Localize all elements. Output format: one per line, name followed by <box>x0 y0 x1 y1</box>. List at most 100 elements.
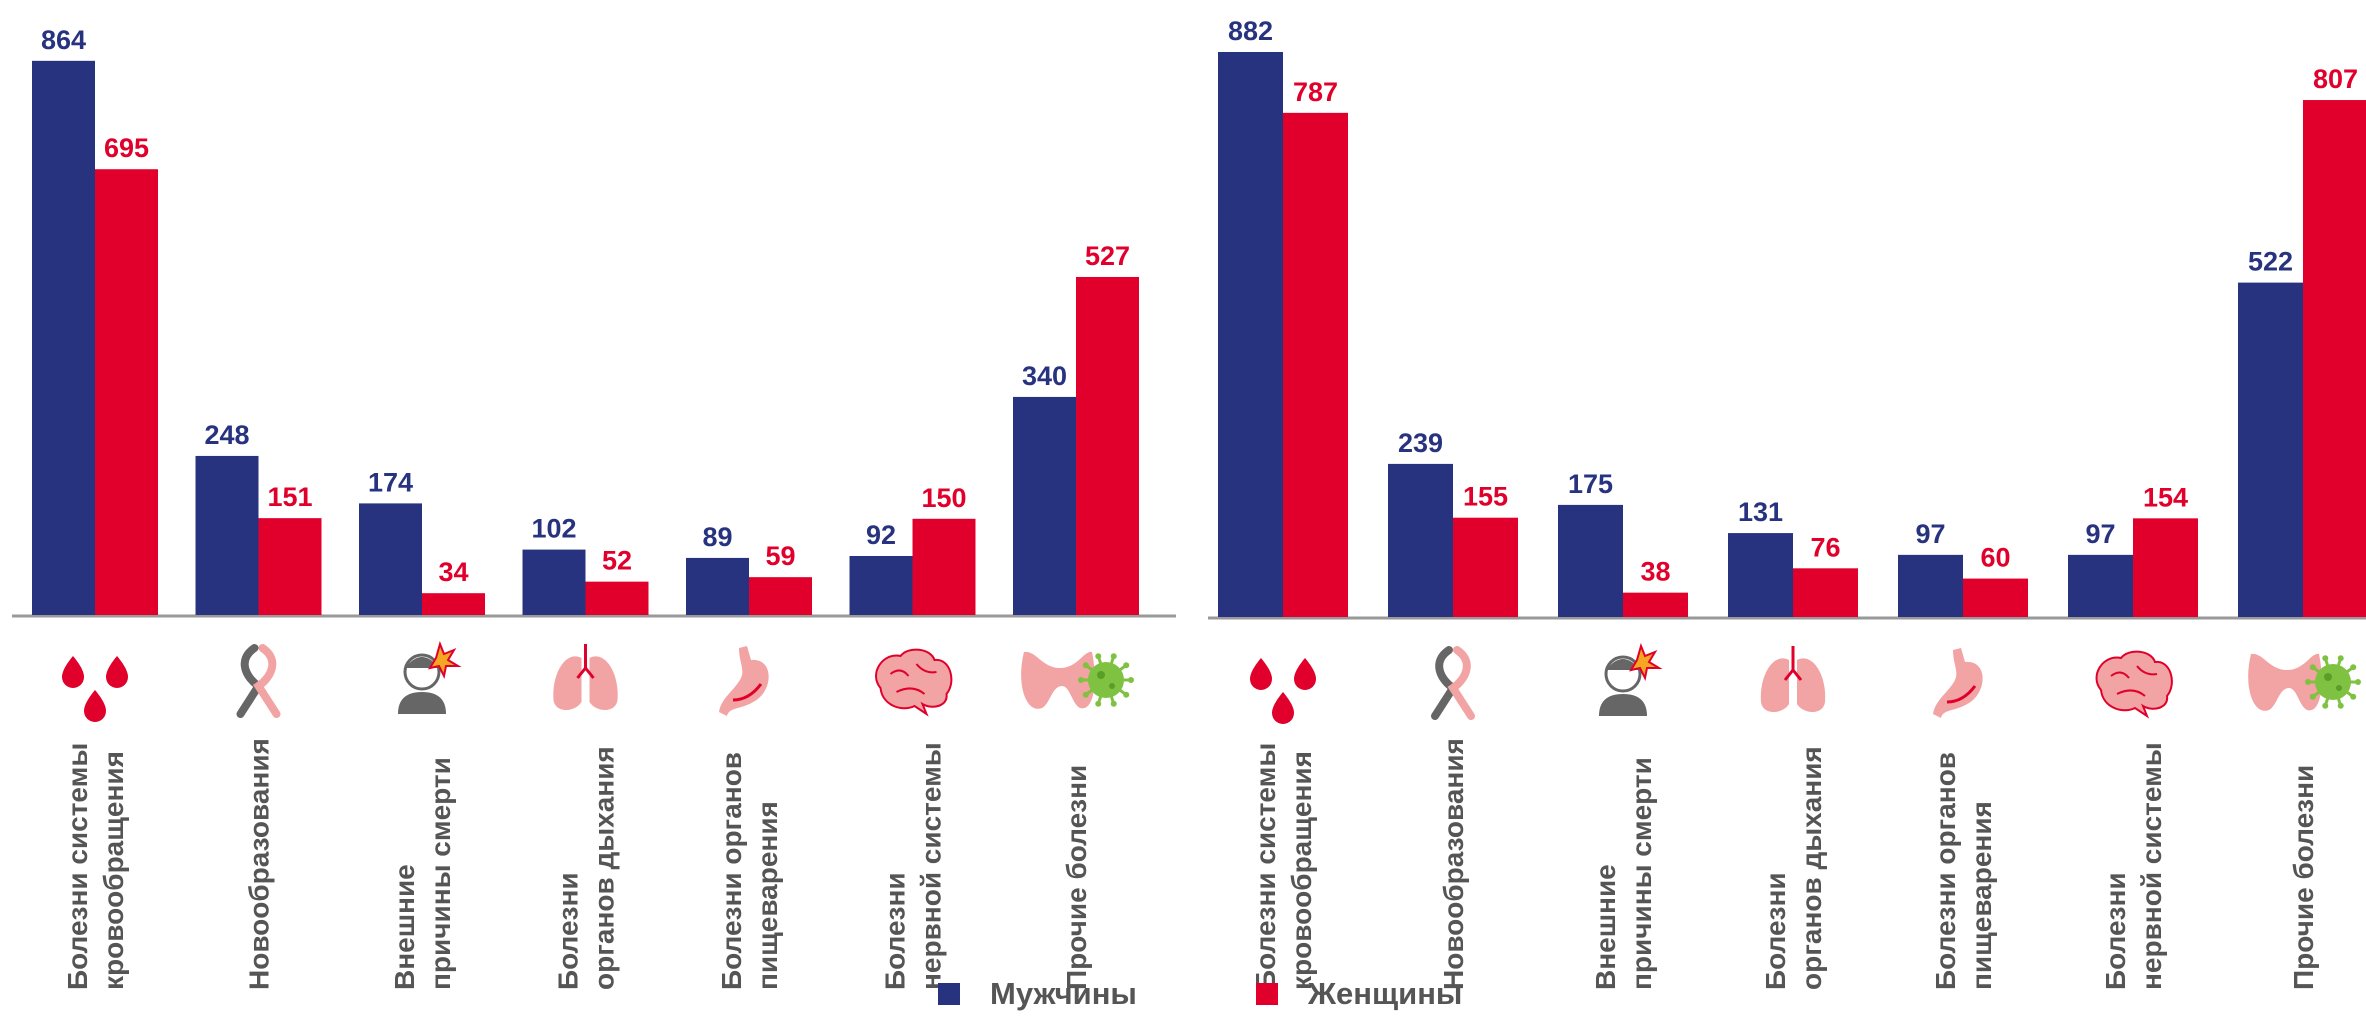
category-label-line: причины смерти <box>1626 757 1657 990</box>
category-label-line: Внешние <box>1590 864 1621 990</box>
person-body <box>1599 694 1647 716</box>
data-label-men: 340 <box>1022 361 1067 391</box>
virus-spike-tip <box>1128 677 1134 683</box>
bar-men <box>2068 554 2133 617</box>
data-label-men: 175 <box>1568 469 1613 499</box>
category-group: 92 150 Болезни нервной системы <box>849 483 976 990</box>
stomach-line <box>732 683 763 702</box>
stomach-line <box>1946 685 1977 704</box>
virus-spike-tip <box>1123 662 1130 669</box>
virus-body <box>2315 664 2351 700</box>
bar-men <box>1218 51 1283 618</box>
bar-men <box>359 503 422 615</box>
category-label-line: Новообразования <box>244 738 275 990</box>
data-label-men: 239 <box>1398 428 1443 458</box>
bar-women <box>258 518 322 615</box>
stomach-shape <box>1933 648 1983 718</box>
category-label: Болезни системы кровообращения <box>1250 743 1317 990</box>
category-label-line: нервной системы <box>2136 742 2167 990</box>
virus-spike-tip <box>2305 679 2311 685</box>
bar-men <box>1728 533 1793 617</box>
blood-drop-shape <box>84 690 106 722</box>
data-label-men: 522 <box>2248 247 2293 277</box>
ribbon-left <box>1431 646 1459 720</box>
bar-women <box>585 581 649 615</box>
category-label-line: Прочие болезни <box>1061 765 1092 990</box>
category-label: Болезни системы кровообращения <box>62 743 129 990</box>
virus-spike-tip <box>2337 702 2344 709</box>
bar-women <box>1076 276 1139 615</box>
lung-left <box>1760 658 1789 712</box>
brain-folds <box>889 663 937 695</box>
virus-spike-tip <box>2322 655 2329 662</box>
bar-men <box>2238 282 2303 617</box>
category-label-line: Болезни <box>1760 872 1791 990</box>
bar-women <box>95 169 158 616</box>
bar-women <box>1283 112 1348 617</box>
data-label-men: 131 <box>1738 497 1783 527</box>
category-label: Болезни нервной системы <box>2100 742 2167 990</box>
category-label: Болезни нервной системы <box>880 742 947 990</box>
brain-folds <box>2110 665 2158 697</box>
thyroid-virus-icon <box>1021 651 1134 709</box>
virus-spot <box>2336 685 2342 691</box>
data-label-men: 97 <box>1915 519 1945 549</box>
category-label-line: Новообразования <box>1438 738 1469 990</box>
virus-spike-tip <box>1082 662 1089 669</box>
stomach-shape <box>719 646 769 716</box>
lung-right <box>1797 658 1826 712</box>
blood-drops-icon <box>62 656 128 722</box>
category-label-line: Болезни <box>2100 872 2131 990</box>
data-label-women: 60 <box>1980 543 2010 573</box>
bar-men <box>849 555 913 615</box>
blood-drop-shape <box>106 656 128 688</box>
bar-women <box>2133 518 2198 617</box>
category-label: Болезни органов дыхания <box>553 746 620 990</box>
virus-spike-tip <box>2350 693 2357 700</box>
data-label-women: 787 <box>1293 77 1338 107</box>
bar-women <box>749 577 812 615</box>
legend-women: Женщины <box>1256 976 1462 1012</box>
bar-women <box>912 518 976 615</box>
thyroid-virus-icon <box>2248 653 2361 711</box>
blood-drop-shape <box>1250 658 1272 690</box>
category-label-line: Прочие болезни <box>2288 765 2319 990</box>
legend-men: Мужчины <box>938 976 1137 1012</box>
category-label-line: Болезни <box>880 872 911 990</box>
bar-men <box>1558 504 1623 617</box>
category-group: 131 76 Болезни органов дыхания <box>1728 497 1858 990</box>
data-label-women: 34 <box>438 557 468 587</box>
legend-women-label: Женщины <box>1308 976 1463 1011</box>
virus-spike-tip <box>2322 702 2329 709</box>
brain-icon <box>875 648 953 717</box>
category-label: Прочие болезни <box>2288 765 2319 990</box>
bar-women <box>1623 592 1688 617</box>
category-label-line: Болезни органов <box>716 752 747 990</box>
data-label-men: 882 <box>1228 16 1273 46</box>
category-group: 882 787 Болезни системы кровообращения <box>1218 16 1348 990</box>
category-label-line: кровообращения <box>98 751 129 990</box>
brain-shape <box>2095 650 2173 719</box>
category-label-line: органов дыхания <box>589 746 620 990</box>
category-label-line: Болезни органов <box>1930 752 1961 990</box>
data-label-men: 97 <box>2085 519 2115 549</box>
virus-spot <box>1109 683 1115 689</box>
data-label-women: 59 <box>765 541 795 571</box>
virus-spike-tip <box>2309 693 2316 700</box>
category-group: 102 52 Болезни органов дыхания <box>522 514 649 990</box>
chart-panel-1: 864 695 Болезни системы кровообращения 248 15… <box>12 25 1176 990</box>
blood-drop-shape <box>1294 658 1316 690</box>
bar-men <box>522 549 586 615</box>
blood-drops-icon <box>1250 658 1316 724</box>
category-label: Новообразования <box>1438 738 1469 990</box>
bar-women <box>2303 100 2366 618</box>
lung-left <box>553 656 582 710</box>
blood-drop-shape <box>62 656 84 688</box>
category-group: 864 695 Болезни системы кровообращения <box>32 25 158 990</box>
category-label-line: Болезни системы <box>1250 743 1281 990</box>
lung-right <box>589 656 618 710</box>
category-label: Болезни органов пищеварения <box>716 752 783 990</box>
bar-men <box>1898 554 1963 617</box>
stomach-icon <box>1933 648 1983 718</box>
